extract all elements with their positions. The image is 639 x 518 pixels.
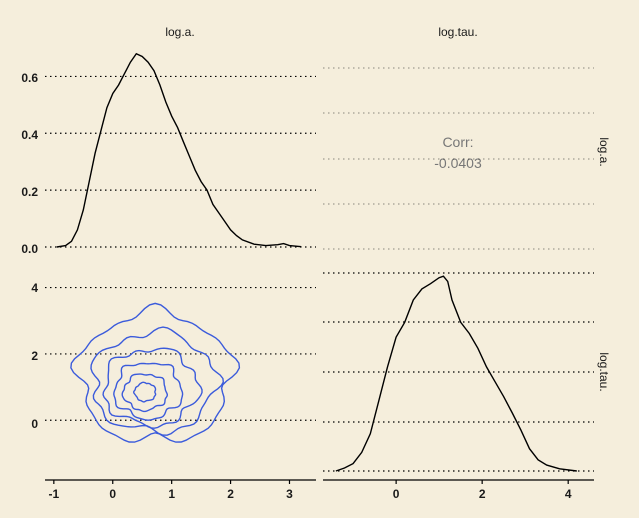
y-tick-label-panel1-3: 0.6 (21, 71, 38, 85)
x-tick-label-panel3-1: 0 (109, 487, 116, 501)
x-tick-label-panel3-0: -1 (49, 487, 60, 501)
contour-level-5 (132, 381, 157, 403)
x-tick-label-panel3-4: 3 (286, 487, 293, 501)
density-curve-log-a (56, 52, 302, 248)
x-tick-label-panel3-2: 1 (168, 487, 175, 501)
corr-label: Corr: (442, 134, 473, 150)
row-label-log-tau: log.tau. (597, 352, 611, 391)
x-tick-label-panel4-0: 0 (393, 487, 400, 501)
y-tick-label-panel1-0: 0.0 (21, 242, 38, 256)
strip-title-log-tau: log.tau. (438, 25, 477, 39)
density-curve-log-tau (335, 275, 577, 472)
strip-title-log-a: log.a. (165, 25, 194, 39)
x-tick-label-panel3-3: 2 (227, 487, 234, 501)
y-tick-label-panel2-2: 4 (31, 281, 38, 295)
contour-level-4 (121, 373, 169, 413)
contour-level-1 (90, 326, 225, 436)
y-tick-label-panel2-0: 0 (31, 417, 38, 431)
contour-level-3 (113, 362, 184, 421)
contour-level-2 (102, 347, 203, 429)
y-tick-label-panel2-1: 2 (31, 349, 38, 363)
x-tick-label-panel4-2: 4 (565, 487, 572, 501)
corr-value: -0.0403 (434, 155, 482, 171)
row-label-log-a: log.a. (597, 137, 611, 166)
y-tick-label-panel1-2: 0.4 (21, 128, 38, 142)
x-tick-label-panel4-1: 2 (479, 487, 486, 501)
y-tick-label-panel1-1: 0.2 (21, 185, 38, 199)
contour-level-0 (70, 302, 241, 443)
